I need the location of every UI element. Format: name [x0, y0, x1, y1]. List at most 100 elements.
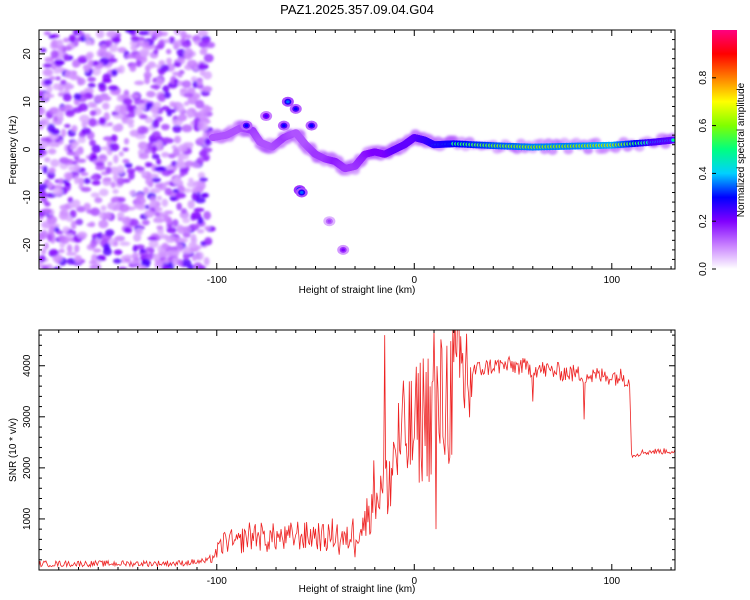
noise-blob [57, 92, 65, 97]
y-tick-label: -10 [22, 190, 33, 205]
noise-blob [107, 202, 116, 210]
noise-blob [177, 113, 188, 122]
noise-blob [181, 80, 192, 89]
noise-blob [181, 124, 193, 133]
noise-blob [117, 211, 125, 219]
noise-blob [53, 115, 59, 122]
noise-blob [80, 172, 89, 177]
noise-blob [108, 57, 118, 63]
noise-blob [111, 69, 118, 77]
noise-blob [134, 166, 145, 171]
noise-blob [168, 249, 180, 257]
noise-blob [143, 186, 150, 195]
noise-blob [96, 254, 106, 261]
noise-blob [119, 106, 129, 115]
noise-blob [46, 215, 58, 225]
noise-blob [204, 237, 213, 246]
noise-blob [58, 234, 66, 242]
noise-blob [128, 218, 139, 227]
x-tick-label: 100 [603, 275, 620, 286]
noise-blob [63, 53, 69, 62]
noise-blob [146, 90, 156, 98]
noise-blob [68, 34, 76, 43]
noise-blob [103, 243, 111, 252]
noise-blob [140, 258, 151, 267]
noise-blob [157, 250, 168, 258]
noise-blob [131, 252, 139, 261]
noise-blob [90, 239, 98, 248]
noise-blob [80, 186, 92, 193]
noise-blob [182, 226, 192, 233]
noise-blob [49, 225, 56, 231]
noise-blob [83, 64, 91, 73]
noise-blob [63, 104, 72, 110]
noise-blob [39, 254, 46, 263]
y-tick-label: 3000 [22, 405, 33, 428]
noise-blob [155, 77, 164, 87]
noise-blob [74, 244, 80, 253]
noise-blob [40, 137, 51, 142]
noise-blob [196, 157, 204, 165]
noise-blob [112, 124, 122, 132]
noise-blob [184, 47, 193, 55]
noise-blob [113, 249, 123, 256]
noise-blob [114, 235, 126, 242]
noise-blob [186, 109, 193, 119]
noise-blob [46, 85, 53, 93]
noise-blob [149, 106, 159, 113]
noise-blob [41, 248, 47, 255]
noise-blob [198, 109, 208, 118]
noise-blob [145, 176, 154, 186]
noise-blob [160, 123, 170, 131]
noise-blob [98, 219, 109, 229]
noise-blob [43, 242, 49, 250]
noise-blob [205, 106, 213, 112]
noise-blob [93, 94, 105, 104]
noise-blob [129, 259, 141, 265]
colorbar-tick-label: 0.8 [698, 70, 709, 84]
noise-blob [181, 40, 192, 48]
noise-blob [198, 136, 204, 146]
noise-blob [70, 220, 77, 230]
snr-y-label: SNR (10 * v/v) [8, 418, 19, 482]
noise-blob [188, 241, 197, 249]
noise-blob [69, 201, 76, 209]
noise-blob [63, 45, 72, 51]
noise-blob [203, 257, 210, 266]
noise-blob [124, 118, 135, 125]
noise-blob [108, 85, 119, 91]
noise-blob [178, 185, 186, 194]
noise-blob [77, 136, 86, 144]
noise-blob [56, 39, 64, 48]
noise-blob [123, 227, 132, 233]
blob-core [293, 107, 298, 111]
noise-blob [113, 114, 124, 119]
noise-blob [197, 30, 209, 37]
noise-blob [86, 222, 96, 227]
snr-plot-area [39, 330, 675, 570]
noise-blob [180, 208, 188, 214]
noise-blob [129, 63, 137, 72]
noise-blob [154, 183, 164, 189]
noise-blob [77, 77, 86, 86]
noise-blob [121, 216, 131, 225]
noise-blob [177, 259, 184, 267]
noise-blob [164, 91, 171, 99]
noise-blob [199, 48, 208, 56]
noise-blob [105, 166, 112, 175]
noise-blob [144, 75, 151, 85]
noise-blob [119, 203, 130, 213]
noise-blob [52, 83, 61, 90]
noise-blob [125, 30, 134, 34]
noise-blob [83, 87, 94, 95]
noise-blob [84, 33, 91, 39]
noise-blob [155, 140, 163, 150]
noise-blob [89, 139, 96, 147]
noise-blob [87, 101, 96, 108]
noise-blob [190, 211, 202, 220]
noise-blob [81, 127, 92, 135]
noise-blob [44, 57, 54, 63]
noise-blob [166, 111, 172, 117]
noise-blob [134, 227, 144, 236]
figure-title: PAZ1.2025.357.09.04.G04 [280, 2, 434, 17]
